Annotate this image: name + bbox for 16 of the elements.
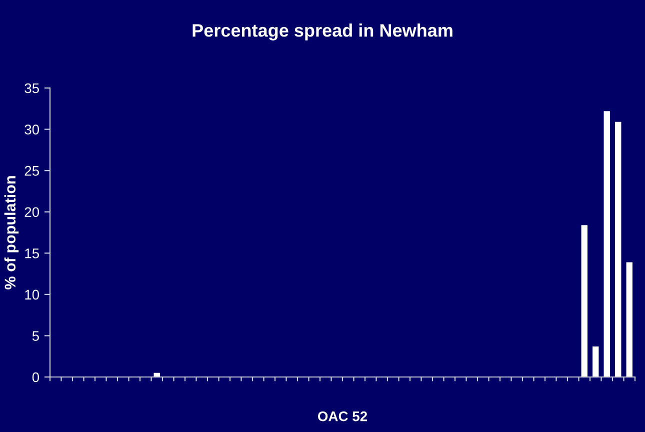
x-axis-title: OAC 52 <box>318 411 368 422</box>
y-tick-label: 30 <box>24 124 40 134</box>
y-tick-label: 20 <box>24 207 40 218</box>
bar <box>581 225 588 377</box>
y-tick-label: 15 <box>25 248 40 258</box>
y-axis-title: % of population <box>4 176 19 290</box>
y-tick-label: 35 <box>24 83 40 94</box>
bar <box>592 346 599 377</box>
y-tick-label: 5 <box>32 331 39 341</box>
bar <box>626 262 632 377</box>
bar <box>615 122 622 377</box>
y-tick-label: 10 <box>25 290 40 300</box>
chart-title: Percentage spread in Newham <box>192 24 452 40</box>
bar <box>604 111 610 377</box>
y-tick-label: 25 <box>24 166 40 176</box>
y-tick-label: 0 <box>32 372 40 382</box>
